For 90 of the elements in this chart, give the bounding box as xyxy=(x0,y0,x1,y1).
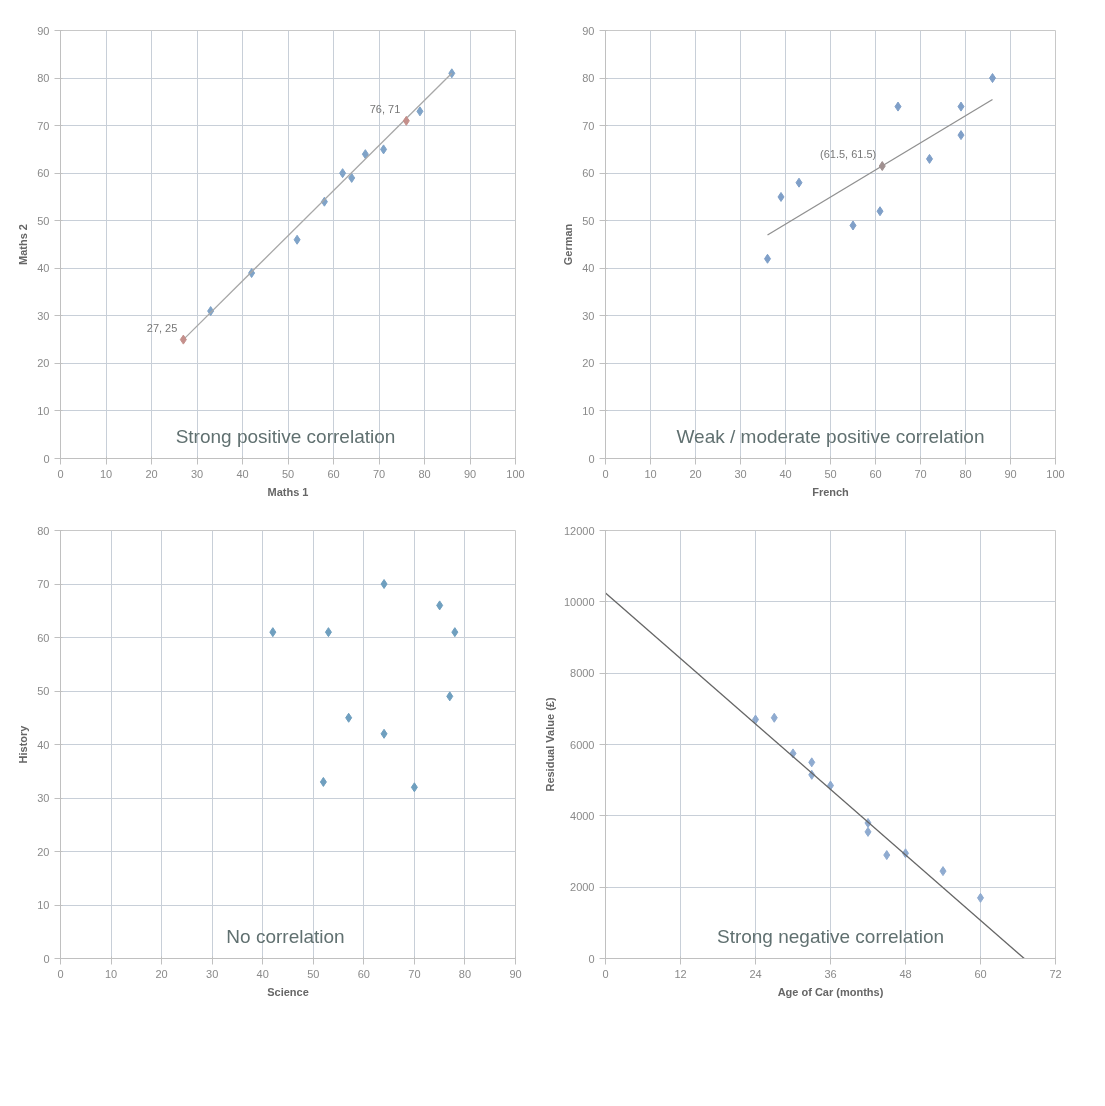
x-tick-label: 90 xyxy=(1004,467,1017,480)
x-tick-label: 40 xyxy=(256,967,269,980)
annotation: Strong negative correlation xyxy=(716,925,945,947)
annotation: 27, 25 xyxy=(146,321,178,334)
y-tick-label: 90 xyxy=(37,24,50,37)
y-tick-label: 0 xyxy=(588,952,595,965)
y-tick-label: 70 xyxy=(37,119,50,132)
y-tick-label: 0 xyxy=(43,952,50,965)
annotation: Strong positive correlation xyxy=(175,425,396,447)
x-tick-label: 0 xyxy=(57,467,64,480)
y-tick-label: 60 xyxy=(582,167,595,180)
y-tick-label: 20 xyxy=(582,357,595,370)
x-tick-label: 70 xyxy=(914,467,927,480)
x-axis-title: Maths 1 xyxy=(267,485,309,498)
y-tick-label: 12000 xyxy=(563,524,595,537)
y-tick-label: 20 xyxy=(37,357,50,370)
y-axis-title: German xyxy=(562,223,575,266)
y-tick-label: 8000 xyxy=(570,667,595,680)
x-tick-label: 12 xyxy=(674,967,687,980)
x-tick-label: 48 xyxy=(899,967,912,980)
x-tick-label: 30 xyxy=(206,967,219,980)
x-tick-label: 80 xyxy=(458,967,472,980)
x-tick-label: 90 xyxy=(463,467,477,480)
y-tick-label: 20 xyxy=(37,845,50,858)
x-tick-label: 24 xyxy=(749,967,762,980)
y-tick-label: 10 xyxy=(37,899,50,911)
y-tick-label: 10 xyxy=(37,404,50,417)
x-axis-title: French xyxy=(812,485,850,498)
y-axis-title: History xyxy=(17,724,30,764)
x-tick-label: 0 xyxy=(602,467,609,480)
y-tick-label: 90 xyxy=(582,24,595,37)
y-tick-label: 6000 xyxy=(570,738,595,751)
y-tick-label: 40 xyxy=(582,262,595,275)
x-tick-label: 0 xyxy=(57,967,64,980)
y-tick-label: 80 xyxy=(582,72,595,85)
y-tick-label: 80 xyxy=(37,524,50,537)
y-tick-label: 80 xyxy=(37,72,50,85)
y-tick-label: 4000 xyxy=(570,809,595,822)
x-tick-label: 60 xyxy=(327,467,340,480)
y-tick-label: 0 xyxy=(43,452,50,465)
x-tick-label: 50 xyxy=(307,967,320,980)
x-tick-label: 70 xyxy=(408,967,421,980)
y-tick-label: 30 xyxy=(582,309,595,322)
x-tick-label: 60 xyxy=(357,967,370,980)
x-tick-label: 20 xyxy=(145,467,158,480)
x-tick-label: 36 xyxy=(824,967,837,980)
x-tick-label: 50 xyxy=(281,467,295,480)
x-tick-label: 100 xyxy=(1046,467,1065,480)
y-tick-label: 40 xyxy=(37,738,50,751)
y-tick-label: 30 xyxy=(37,309,50,322)
y-axis-title: Residual Value (£) xyxy=(543,697,556,792)
x-tick-label: 30 xyxy=(734,467,747,480)
y-axis-title: Maths 2 xyxy=(17,224,30,265)
x-tick-label: 40 xyxy=(236,467,249,480)
x-tick-label: 72 xyxy=(1049,967,1062,980)
annotation: Weak / moderate positive correlation xyxy=(676,425,985,447)
y-tick-label: 50 xyxy=(37,685,50,697)
y-tick-label: 60 xyxy=(37,631,50,644)
x-tick-label: 10 xyxy=(644,467,657,480)
x-tick-label: 90 xyxy=(509,967,522,980)
x-tick-label: 80 xyxy=(418,467,431,480)
y-tick-label: 10 xyxy=(582,404,595,417)
y-tick-label: 70 xyxy=(37,578,50,590)
x-tick-label: 0 xyxy=(602,967,609,980)
x-axis-title: Science xyxy=(267,985,309,998)
y-tick-label: 50 xyxy=(582,214,595,227)
x-tick-label: 40 xyxy=(779,467,792,480)
y-tick-label: 60 xyxy=(37,167,50,180)
x-tick-label: 10 xyxy=(99,467,113,480)
x-tick-label: 60 xyxy=(869,467,882,480)
x-tick-label: 20 xyxy=(689,467,702,480)
annotation: 76, 71 xyxy=(369,102,401,115)
x-tick-label: 70 xyxy=(372,467,386,480)
y-tick-label: 0 xyxy=(588,452,595,465)
x-tick-label: 30 xyxy=(190,467,204,480)
x-tick-label: 10 xyxy=(104,967,118,980)
y-tick-label: 10000 xyxy=(563,595,595,608)
x-tick-label: 50 xyxy=(824,467,837,480)
x-tick-label: 20 xyxy=(155,967,168,980)
x-tick-label: 80 xyxy=(959,467,972,480)
x-tick-label: 60 xyxy=(974,967,987,980)
y-tick-label: 2000 xyxy=(570,881,595,894)
x-tick-label: 100 xyxy=(506,467,525,480)
y-tick-label: 50 xyxy=(37,214,50,227)
annotation: (61.5, 61.5) xyxy=(819,148,877,161)
y-tick-label: 70 xyxy=(582,119,595,132)
y-tick-label: 40 xyxy=(37,262,50,275)
annotation: No correlation xyxy=(226,925,345,947)
x-axis-title: Age of Car (months) xyxy=(777,985,884,998)
y-tick-label: 30 xyxy=(37,792,50,804)
